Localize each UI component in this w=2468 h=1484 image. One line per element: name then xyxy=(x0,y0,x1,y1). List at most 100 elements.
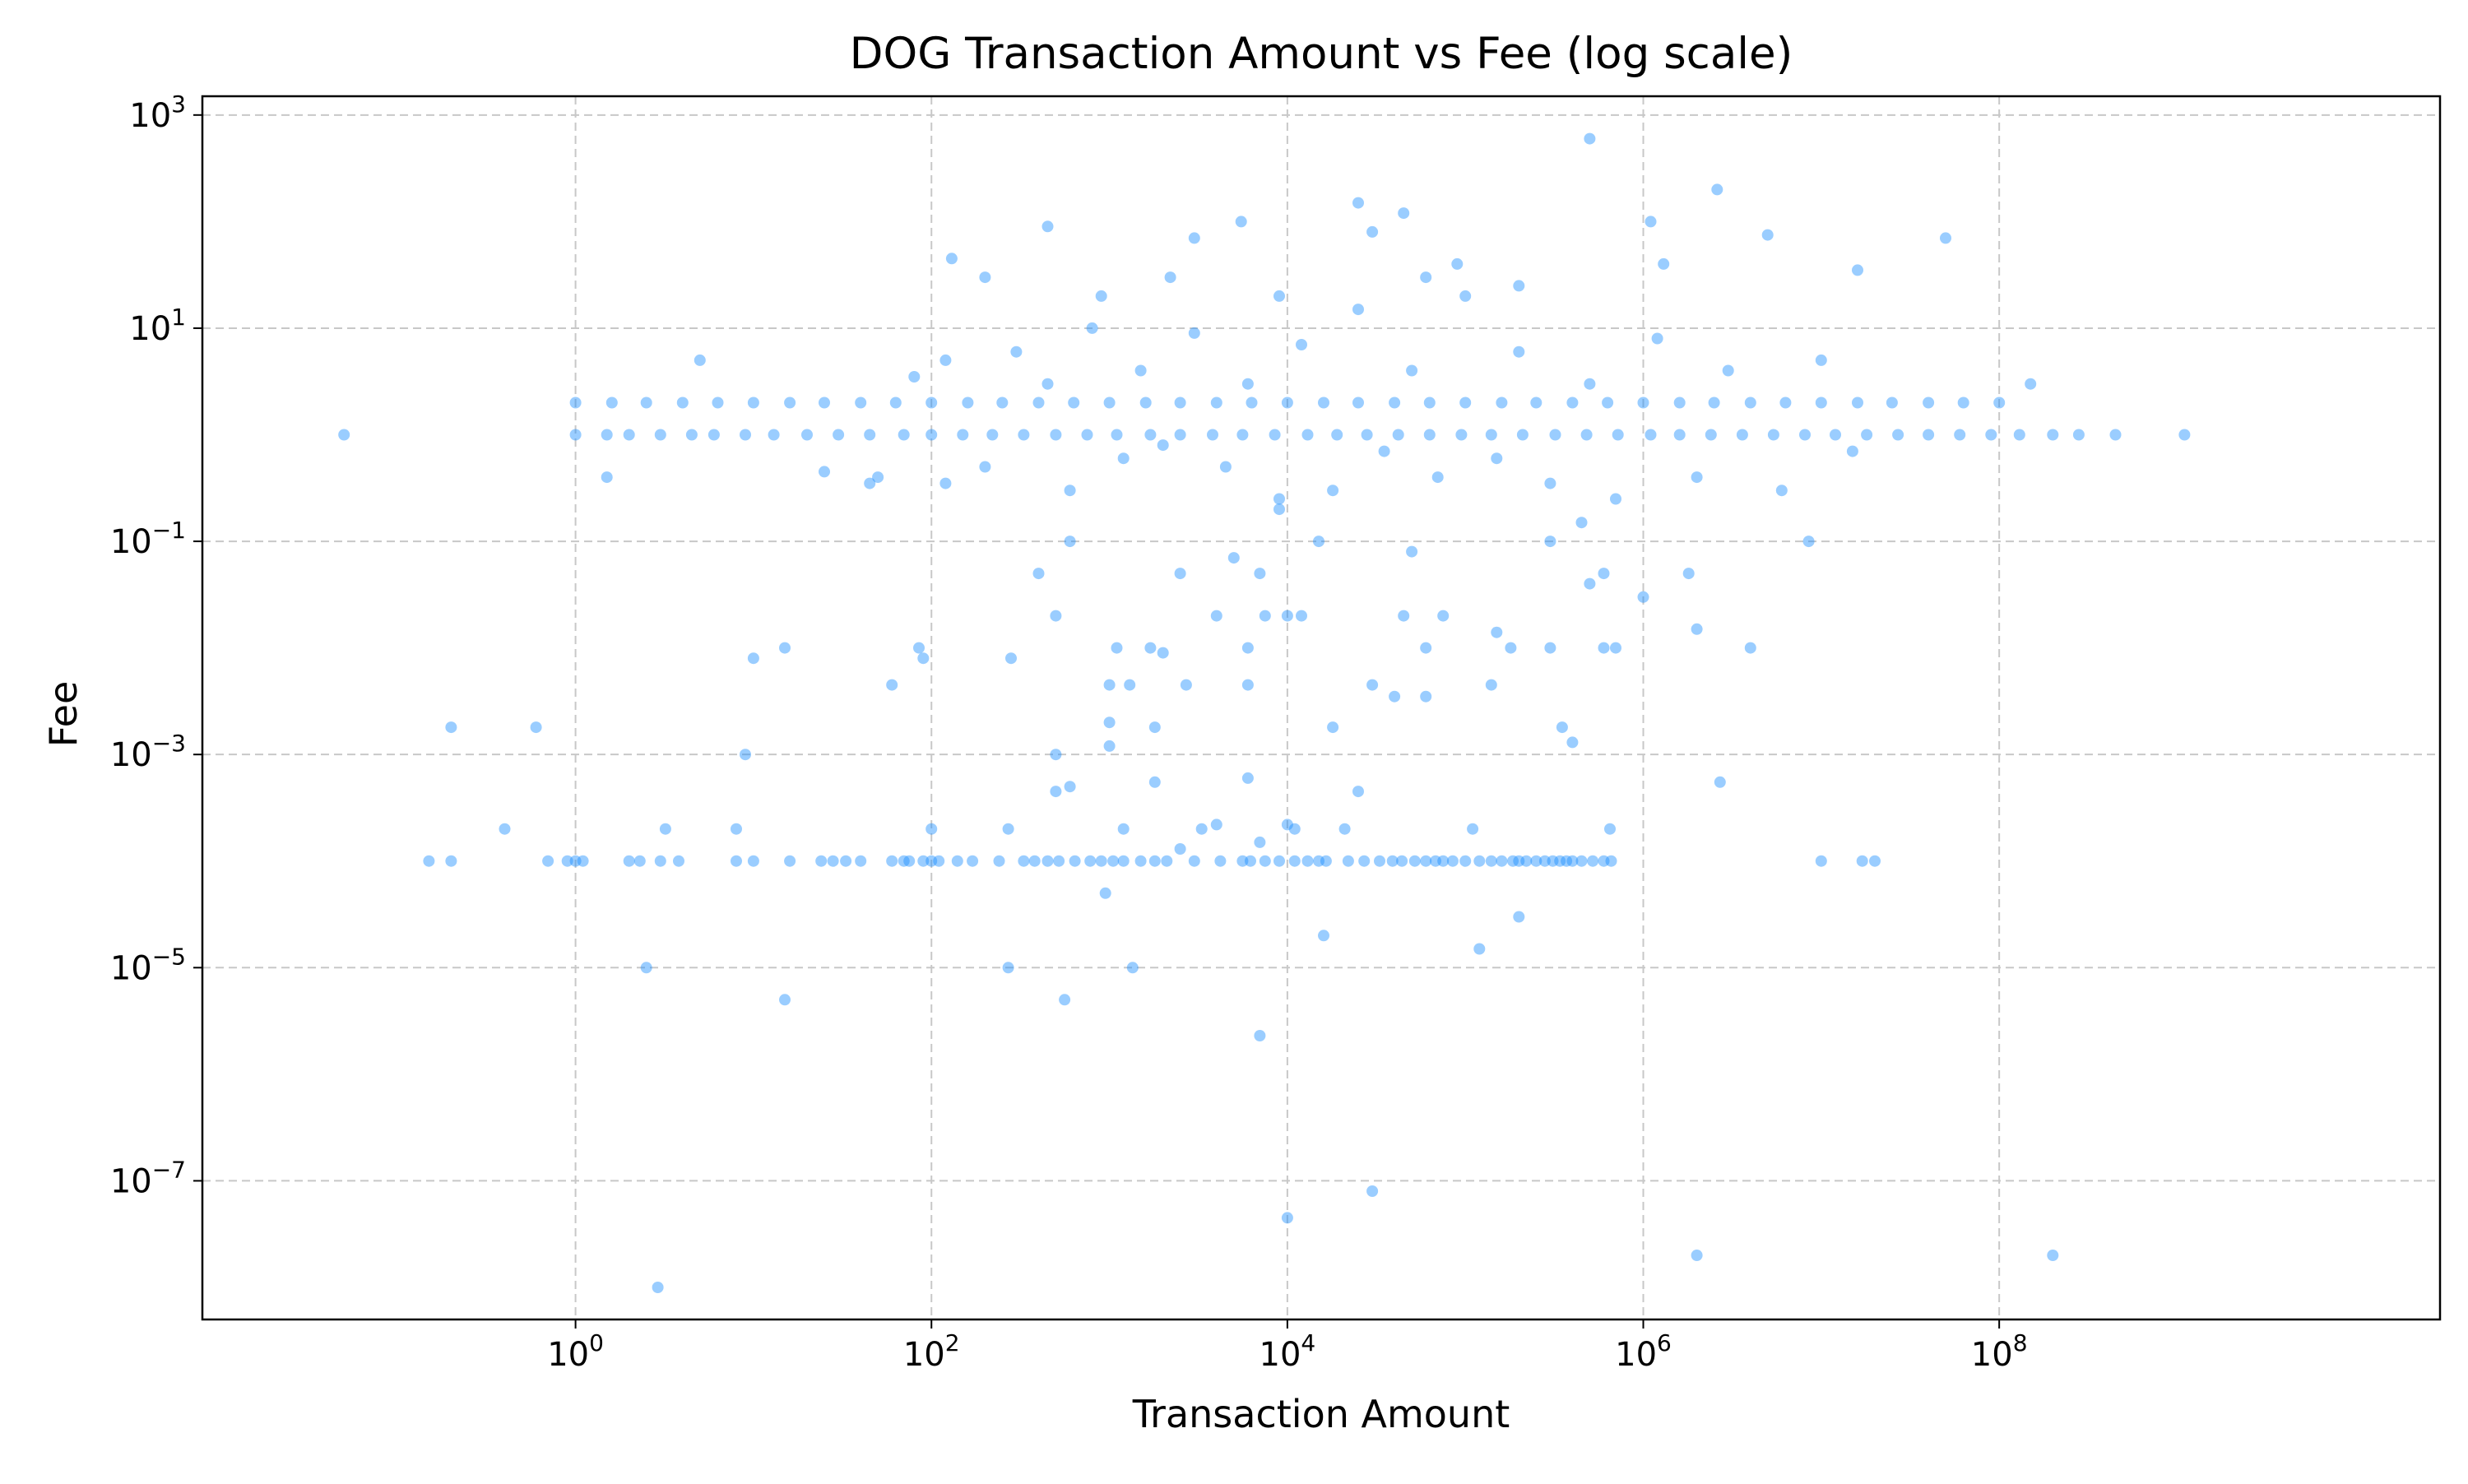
data-point xyxy=(1473,855,1486,867)
data-point xyxy=(1214,855,1227,867)
data-point xyxy=(1513,280,1525,292)
data-point xyxy=(1767,429,1779,441)
data-point xyxy=(1352,197,1364,209)
data-point xyxy=(1437,855,1450,867)
data-point xyxy=(926,823,938,835)
y-tick-label: 10−7 xyxy=(110,1156,186,1200)
data-point xyxy=(1846,445,1858,457)
data-point xyxy=(1010,345,1023,358)
data-point xyxy=(1566,855,1579,867)
data-point xyxy=(1134,364,1147,377)
data-point xyxy=(1985,429,1997,441)
data-point xyxy=(1064,485,1076,497)
data-point xyxy=(1338,823,1351,835)
data-point xyxy=(2178,429,2191,441)
data-point xyxy=(1095,290,1107,302)
data-point xyxy=(1673,429,1686,441)
data-point xyxy=(1602,397,1614,409)
data-point xyxy=(1296,610,1307,622)
data-point xyxy=(1561,855,1573,867)
data-point xyxy=(1856,855,1868,867)
data-point xyxy=(1028,855,1041,867)
data-point xyxy=(1544,642,1556,654)
data-point xyxy=(939,477,952,489)
data-point xyxy=(898,429,910,441)
data-point xyxy=(1068,397,1080,409)
data-point xyxy=(1117,855,1130,867)
data-point xyxy=(1389,397,1401,409)
data-point xyxy=(855,855,867,867)
data-point xyxy=(1645,429,1657,441)
data-point xyxy=(1053,855,1065,867)
data-point xyxy=(1296,339,1307,350)
data-point xyxy=(1352,304,1364,316)
data-point xyxy=(1598,568,1610,580)
data-point xyxy=(1245,855,1256,867)
data-point xyxy=(1637,591,1649,603)
data-point xyxy=(1815,397,1827,409)
data-point xyxy=(1273,503,1285,516)
data-point xyxy=(1705,429,1717,441)
x-axis-label: Transaction Amount xyxy=(1132,1392,1510,1436)
data-point xyxy=(1144,642,1157,654)
data-point xyxy=(2072,429,2085,441)
data-point xyxy=(979,271,991,284)
data-point xyxy=(1327,721,1339,734)
data-point xyxy=(673,855,684,867)
data-point xyxy=(979,461,991,473)
data-point xyxy=(2047,429,2059,441)
data-point xyxy=(1852,397,1863,409)
data-point xyxy=(1095,855,1107,867)
data-point xyxy=(1117,823,1130,835)
data-point xyxy=(917,652,930,665)
data-point xyxy=(1188,327,1200,339)
data-point xyxy=(1126,962,1139,974)
x-tick-label: 108 xyxy=(1971,1329,2028,1374)
data-point xyxy=(1420,271,1432,284)
data-point xyxy=(1086,322,1098,334)
data-point xyxy=(1513,345,1525,358)
data-point xyxy=(1018,429,1030,441)
data-point xyxy=(833,429,845,441)
data-point xyxy=(1799,429,1811,441)
data-point xyxy=(1188,232,1200,244)
data-point xyxy=(1566,736,1579,749)
data-point xyxy=(1050,429,1062,441)
data-point xyxy=(917,855,930,867)
data-point xyxy=(1117,452,1130,465)
data-point xyxy=(1180,679,1192,691)
data-point xyxy=(2047,1250,2059,1261)
x-tick-label: 104 xyxy=(1260,1329,1316,1374)
data-point xyxy=(445,721,457,734)
data-point xyxy=(1658,257,1670,270)
data-point xyxy=(1761,229,1774,241)
data-point xyxy=(1124,679,1136,691)
data-point xyxy=(654,855,666,867)
data-point xyxy=(1103,679,1116,691)
data-point xyxy=(1598,855,1610,867)
data-point xyxy=(1530,855,1542,867)
data-point xyxy=(1259,855,1271,867)
data-point xyxy=(1459,397,1472,409)
data-point xyxy=(1241,772,1254,784)
data-point xyxy=(1254,568,1266,580)
data-point xyxy=(652,1282,664,1293)
data-point xyxy=(1254,1030,1266,1041)
data-point xyxy=(1861,429,1873,441)
data-point xyxy=(840,855,852,867)
data-point xyxy=(707,429,720,441)
data-point xyxy=(1575,517,1588,529)
data-point xyxy=(1059,994,1071,1006)
data-point xyxy=(1273,493,1285,505)
data-point xyxy=(1467,823,1479,835)
data-point xyxy=(1269,429,1281,441)
data-point xyxy=(855,397,867,409)
points-layer xyxy=(338,132,2191,1293)
data-point xyxy=(1313,855,1324,867)
data-point xyxy=(1610,493,1621,505)
data-point xyxy=(2109,429,2122,441)
data-point xyxy=(1374,855,1385,867)
data-point xyxy=(926,397,938,409)
data-point xyxy=(1605,855,1617,867)
data-point xyxy=(1050,786,1062,798)
